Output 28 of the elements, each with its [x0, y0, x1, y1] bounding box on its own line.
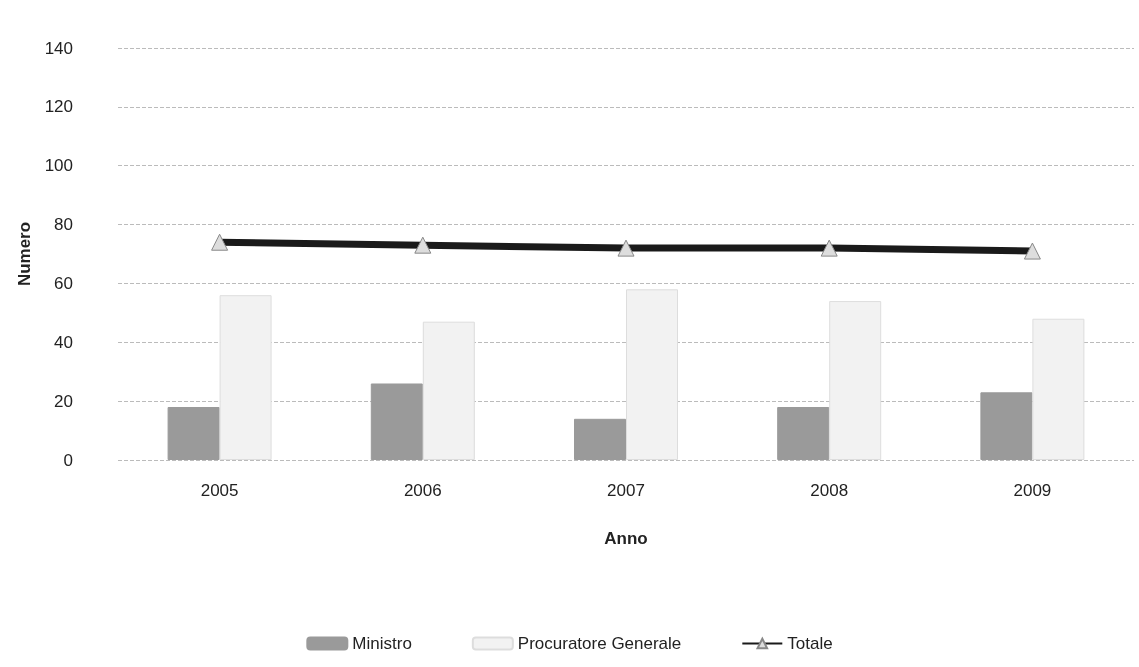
- bar: [1032, 318, 1085, 460]
- x-tick-label: 2005: [200, 481, 239, 500]
- bar: [422, 321, 475, 460]
- bar: [829, 301, 882, 460]
- bar: [574, 418, 626, 460]
- x-tick-label: 2008: [810, 481, 849, 500]
- bar: [219, 295, 272, 460]
- y-tick-label: 140: [44, 38, 73, 58]
- bar: [167, 407, 220, 460]
- y-axis-title: Numero: [15, 221, 34, 287]
- y-tick-label: 100: [44, 156, 73, 176]
- bar: [626, 289, 678, 460]
- y-tick-label: 40: [54, 332, 73, 352]
- x-tick-label: 2009: [1013, 481, 1052, 500]
- legend-label: Procuratore Generale: [517, 634, 682, 653]
- bar: [980, 392, 1033, 460]
- x-tick-label: 2006: [403, 481, 442, 500]
- y-tick-label: 120: [44, 97, 73, 117]
- x-axis-title: Anno: [604, 529, 648, 548]
- legend-label: Ministro: [352, 634, 412, 653]
- y-tick-label: 0: [63, 450, 73, 470]
- x-tick-label: 2007: [607, 481, 645, 500]
- y-tick-label: 20: [54, 391, 73, 411]
- bar: [777, 407, 830, 460]
- bar: [370, 383, 423, 460]
- legend-label: Totale: [787, 634, 833, 653]
- y-tick-label: 80: [54, 215, 73, 235]
- y-tick-label: 60: [54, 273, 73, 293]
